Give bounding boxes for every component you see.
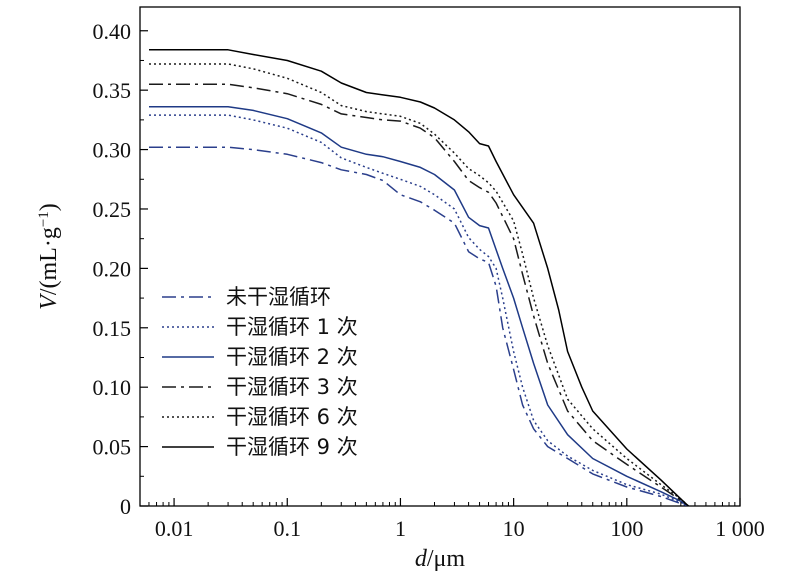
x-axis-title-symbol: d bbox=[415, 546, 428, 572]
x-axis-title-unit: /μm bbox=[427, 546, 466, 572]
y-axis-title-symbol: V bbox=[36, 293, 62, 310]
series-line-3 bbox=[149, 106, 689, 507]
y-tick-label: 0.05 bbox=[93, 435, 132, 460]
legend-label-5: 干湿循环 6 次 bbox=[226, 405, 358, 429]
y-axis-title-unit: /(mL·g bbox=[36, 227, 62, 295]
y-tick-label: 0.35 bbox=[93, 78, 132, 103]
series-line-4 bbox=[149, 83, 689, 507]
plot-border bbox=[139, 6, 741, 507]
y-tick-label: 0.40 bbox=[93, 19, 132, 44]
x-tick-label: 0.01 bbox=[155, 516, 194, 541]
axis-titles: d/μm V/(mL·g−1) bbox=[36, 203, 465, 572]
x-tick-label: 10 bbox=[503, 516, 525, 541]
y-tick-label: 0.20 bbox=[93, 256, 132, 281]
x-tick-label: 0.1 bbox=[274, 516, 302, 541]
plot-frame bbox=[139, 6, 741, 507]
legend-label-3: 干湿循环 2 次 bbox=[226, 345, 358, 369]
x-tick-label: 1 000 bbox=[715, 516, 765, 541]
x-axis: 0.01 0.1 1 10 100 1 000 bbox=[148, 498, 765, 541]
y-tick-label: 0.15 bbox=[93, 316, 132, 341]
series-line-2 bbox=[149, 114, 689, 507]
y-tick-label: 0.10 bbox=[93, 375, 132, 400]
series-line-1 bbox=[149, 146, 689, 507]
y-tick-label: 0 bbox=[120, 494, 131, 519]
y-axis-title-close: ) bbox=[36, 203, 62, 211]
legend-label-6: 干湿循环 9 次 bbox=[226, 435, 358, 459]
legend-label-2: 干湿循环 1 次 bbox=[226, 315, 358, 339]
y-axis-title-exponent: −1 bbox=[36, 211, 52, 227]
legend-label-4: 干湿循环 3 次 bbox=[226, 375, 358, 399]
series-layer bbox=[149, 49, 689, 507]
legend-label-1: 未干湿循环 bbox=[226, 285, 331, 309]
x-axis-title: d/μm bbox=[415, 546, 466, 572]
series-line-6 bbox=[149, 49, 689, 507]
y-axis-title: V/(mL·g−1) bbox=[36, 203, 62, 310]
x-tick-label: 1 bbox=[395, 516, 406, 541]
x-tick-label: 100 bbox=[610, 516, 643, 541]
y-axis: 0 0.05 0.10 0.15 0.20 0.25 0.30 0.35 0.40 bbox=[93, 19, 148, 519]
y-tick-label: 0.25 bbox=[93, 197, 132, 222]
y-tick-label: 0.30 bbox=[93, 138, 132, 163]
series-line-5 bbox=[149, 63, 689, 507]
